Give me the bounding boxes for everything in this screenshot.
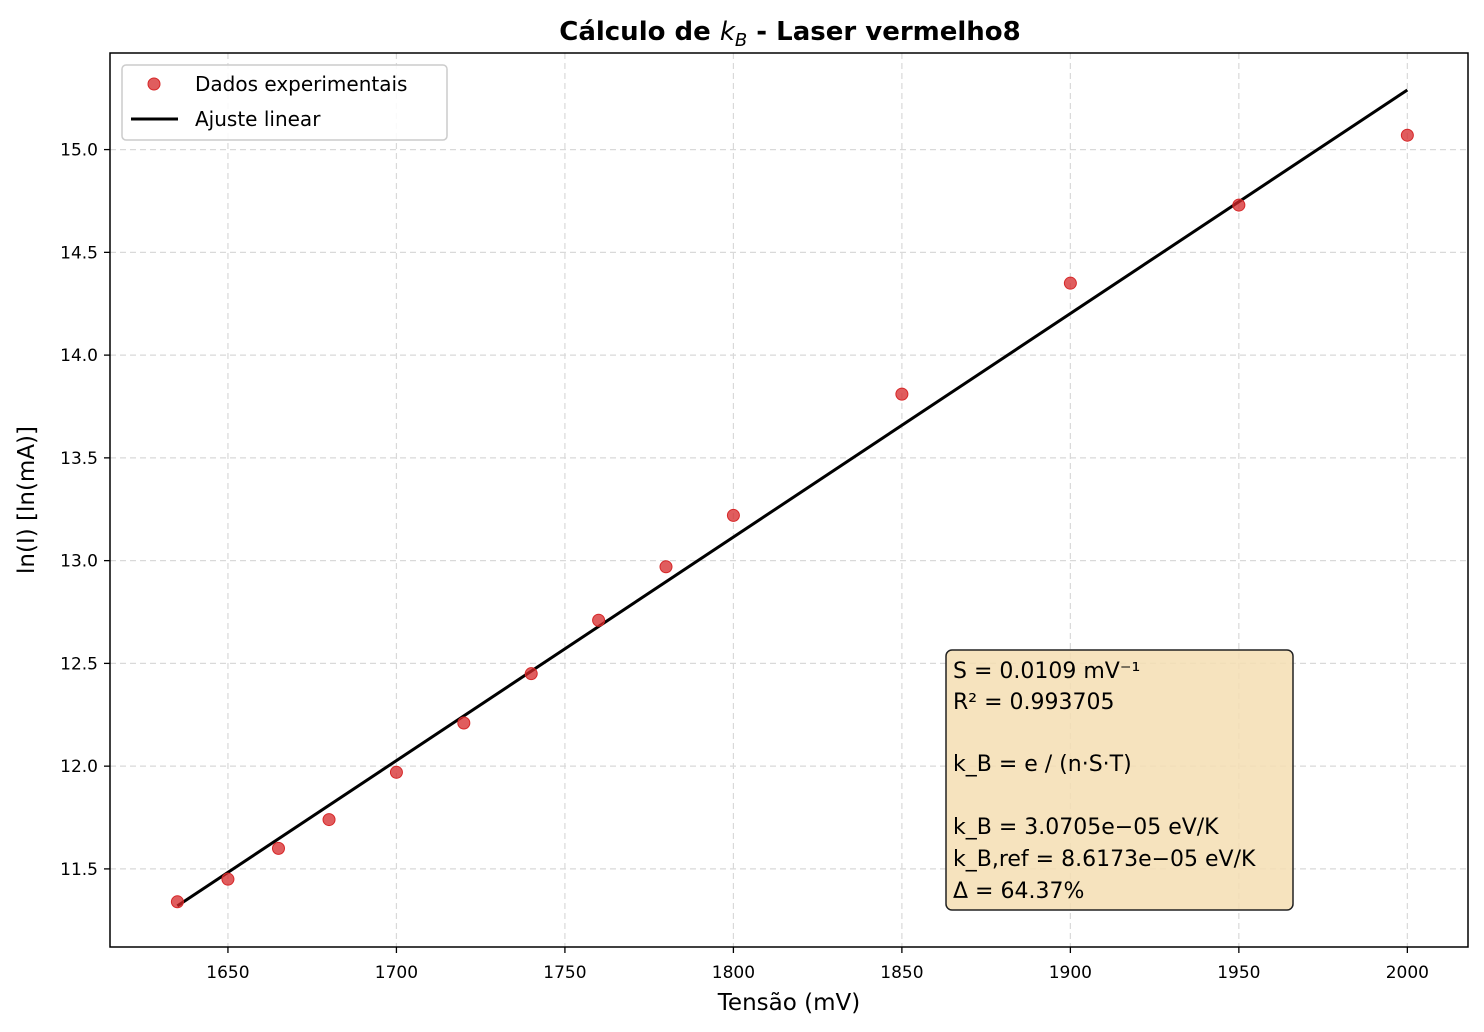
- chart-title: Cálculo de kB - Laser vermelho8: [559, 17, 1021, 51]
- annotation-line-kbref: k_B,ref = 8.6173e−05 eV/K: [953, 847, 1256, 872]
- x-axis-label: Tensão (mV): [717, 990, 860, 1016]
- data-point: [1232, 198, 1246, 212]
- fit-line: [176, 88, 1409, 908]
- title-post: - Laser vermelho8: [747, 17, 1021, 47]
- y-tick-label: 11.5: [60, 860, 98, 880]
- y-tick-label: 14.0: [60, 346, 98, 366]
- x-tick-label: 1750: [543, 963, 586, 983]
- data-point: [271, 841, 285, 855]
- title-pre: Cálculo de: [559, 17, 720, 47]
- x-tick-label: 1900: [1049, 963, 1092, 983]
- x-axis-ticks: 1650 1700 1750 1800 1850 1900 1950 2000: [206, 947, 1429, 983]
- y-tick-label: 13.0: [60, 552, 98, 572]
- data-point: [1400, 128, 1414, 142]
- data-point: [457, 716, 471, 730]
- title-k: k: [720, 17, 736, 47]
- annotation-line-delta: Δ = 64.37%: [953, 879, 1084, 904]
- data-point: [221, 872, 235, 886]
- x-tick-label: 1650: [206, 963, 249, 983]
- x-tick-label: 1850: [880, 963, 923, 983]
- title-sub: B: [735, 30, 747, 51]
- y-axis-ticks: 11.5 12.0 12.5 13.0 13.5 14.0 14.5 15.0: [60, 141, 110, 880]
- y-axis-label: ln(I) [ln(mA)]: [14, 426, 40, 574]
- annotation-box: S = 0.0109 mV⁻¹ R² = 0.993705 k_B = e / …: [945, 649, 1294, 911]
- data-point: [895, 387, 909, 401]
- legend-label-scatter: Dados experimentais: [195, 72, 407, 96]
- fit-line-layer: [176, 88, 1409, 908]
- data-point: [1063, 276, 1077, 290]
- data-points-layer: [170, 128, 1414, 909]
- legend-label-line: Ajuste linear: [195, 107, 321, 131]
- data-point: [322, 813, 336, 827]
- data-point: [389, 765, 403, 779]
- y-tick-label: 12.5: [60, 654, 98, 674]
- x-tick-label: 2000: [1386, 963, 1429, 983]
- y-tick-label: 12.0: [60, 757, 98, 777]
- legend-box: [121, 64, 448, 141]
- y-tick-label: 13.5: [60, 449, 98, 469]
- annotation-line-s: S = 0.0109 mV⁻¹: [953, 659, 1140, 684]
- x-tick-label: 1800: [712, 963, 755, 983]
- plot-frame: [109, 52, 1469, 948]
- annotation-line-kb: k_B = 3.0705e−05 eV/K: [953, 815, 1219, 840]
- y-tick-label: 14.5: [60, 243, 98, 263]
- y-tick-label: 15.0: [60, 141, 98, 161]
- annotation-line-formula: k_B = e / (n·S·T): [953, 752, 1132, 777]
- x-tick-label: 1700: [375, 963, 418, 983]
- legend-marker-scatter: [147, 77, 161, 91]
- data-point: [524, 667, 538, 681]
- data-point: [726, 508, 740, 522]
- legend: Dados experimentais Ajuste linear: [121, 64, 448, 141]
- data-point: [170, 895, 184, 909]
- data-point: [659, 560, 673, 574]
- annotation-line-r2: R² = 0.993705: [953, 690, 1115, 715]
- annotation-background: [945, 649, 1294, 911]
- data-point: [592, 613, 606, 627]
- x-tick-label: 1950: [1217, 963, 1260, 983]
